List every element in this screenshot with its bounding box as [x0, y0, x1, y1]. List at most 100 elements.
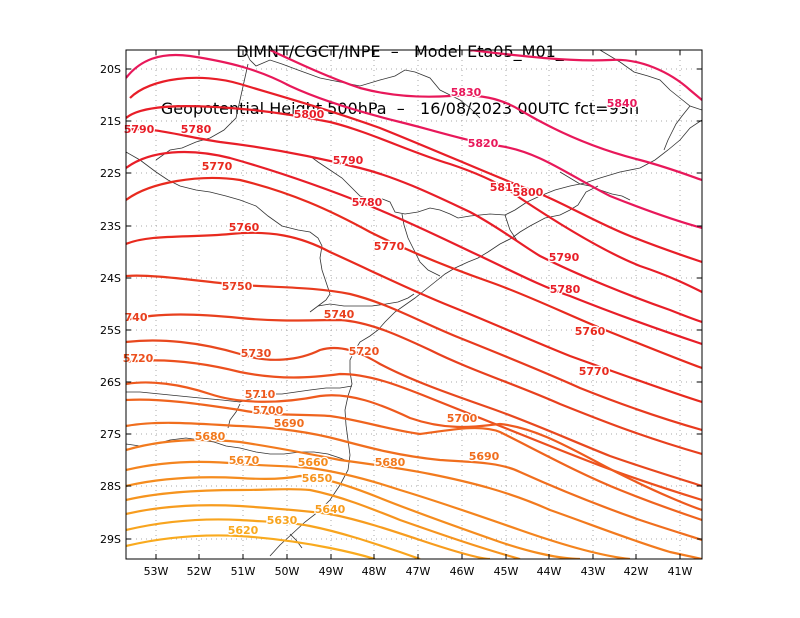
contour-5650 [126, 488, 521, 559]
contour-label-5670: 5670 [229, 454, 260, 467]
contour-5620 [126, 534, 376, 559]
contour-label-5810: 5810 [490, 181, 521, 194]
contour-5690 [126, 421, 702, 542]
contour-5790 [126, 128, 702, 324]
contour-label-5780: 5780 [550, 283, 581, 296]
contour-label-5840: 5840 [607, 97, 638, 110]
contour-label-5700: 5700 [447, 412, 478, 425]
contour-5840 [469, 50, 702, 101]
contour-5700 [126, 398, 702, 522]
lon-tick-label: 48W [362, 565, 387, 578]
state-border-8 [504, 214, 519, 243]
contour-labels: 5840583058205810580058005790579057805780… [121, 85, 638, 539]
contour-label-5770: 5770 [579, 365, 610, 378]
state-border-12 [227, 403, 241, 429]
state-border-3 [126, 151, 331, 313]
lon-tick-label: 42W [624, 565, 649, 578]
lat-tick-label: 26S [100, 376, 121, 389]
contour-label-5660: 5660 [298, 456, 329, 469]
latitude-axis: 20S 21S 22S 23S 24S 25S 26S 27S 28S 29S [100, 63, 702, 546]
contour-label-5740: 740 [125, 311, 148, 324]
lon-tick-label: 44W [537, 565, 562, 578]
contour-5710 [126, 381, 702, 512]
lon-tick-label: 43W [581, 565, 606, 578]
lat-tick-label: 24S [100, 272, 121, 285]
contour-5670 [126, 460, 631, 559]
lon-tick-label: 53W [144, 565, 169, 578]
lon-tick-label: 49W [319, 565, 344, 578]
contour-label-5700: 5700 [253, 404, 284, 417]
contour-5820 [126, 53, 702, 230]
contour-5760 [126, 231, 702, 404]
contour-label-5630: 5630 [267, 514, 298, 527]
contour-label-5680: 5680 [195, 430, 226, 443]
contour-label-5790: 5790 [333, 154, 364, 167]
contour-label-5690: 5690 [274, 417, 305, 430]
contour-label-5680: 5680 [375, 456, 406, 469]
contour-5830 [269, 50, 702, 182]
contour-label-5770: 5770 [202, 160, 233, 173]
lat-tick-label: 21S [100, 115, 121, 128]
contour-5810 [129, 76, 702, 264]
contour-label-5620: 5620 [228, 524, 259, 537]
lat-tick-label: 23S [100, 220, 121, 233]
contour-label-5770: 5770 [374, 240, 405, 253]
contour-5660 [126, 474, 581, 559]
contour-5740 [126, 313, 702, 456]
lat-tick-label: 25S [100, 324, 121, 337]
contour-label-5830: 5830 [451, 86, 482, 99]
lat-tick-label: 29S [100, 533, 121, 546]
lon-tick-label: 45W [494, 565, 519, 578]
contour-label-5780: 5780 [352, 196, 383, 209]
contour-label-5720: 5720 [123, 352, 154, 365]
contour-label-5760: 5760 [575, 325, 606, 338]
lon-tick-label: 47W [406, 565, 431, 578]
contour-5800 [126, 105, 702, 293]
contour-label-5800: 5800 [294, 108, 325, 121]
contour-label-5730: 5730 [241, 347, 272, 360]
lon-tick-label: 50W [275, 565, 300, 578]
contour-label-5740: 5740 [324, 308, 355, 321]
contour-label-5790: 5790 [124, 123, 155, 136]
state-border-7 [401, 213, 441, 277]
chart-title: DIMNT/CGCT/INPE – Model Eta05_M01_ Geopo… [0, 4, 800, 137]
contour-5770 [126, 176, 702, 370]
lon-tick-label: 52W [187, 565, 212, 578]
contour-label-5640: 5640 [315, 503, 346, 516]
contour-5720 [126, 359, 702, 502]
contour-lines [126, 50, 702, 559]
contour-5750 [126, 274, 702, 432]
contour-label-5720: 5720 [349, 345, 380, 358]
state-border-10 [663, 105, 691, 151]
lat-tick-label: 27S [100, 428, 121, 441]
lon-tick-label: 51W [231, 565, 256, 578]
contour-label-5790: 5790 [549, 251, 580, 264]
contour-5680 [126, 439, 702, 559]
contour-label-5650: 5650 [302, 472, 333, 485]
map-frame [125, 49, 703, 560]
longitude-axis: 53W 52W 51W 50W 49W 48W 47W 46W 45W 44W 43W 42W 41W [144, 50, 693, 578]
contour-label-5750: 5750 [222, 280, 253, 293]
state-border-13 [289, 533, 303, 549]
contour-label-5780: 5780 [181, 123, 212, 136]
contour-5630 [126, 518, 421, 559]
lat-tick-label: 22S [100, 167, 121, 180]
contour-5730 [126, 339, 702, 488]
contour-label-5710: 5710 [245, 388, 276, 401]
contour-label-5760: 5760 [229, 221, 260, 234]
lon-tick-label: 41W [668, 565, 693, 578]
state-border-9 [599, 50, 702, 111]
state-border-2 [155, 63, 249, 161]
contour-5640 [126, 504, 491, 559]
lon-tick-label: 46W [450, 565, 475, 578]
title-line-1: DIMNT/CGCT/INPE – Model Eta05_M01_ [236, 42, 564, 61]
title-line-2: Geopotential Height 500hPa – 16/08/2023 … [160, 99, 640, 118]
contour-label-5820: 5820 [468, 137, 499, 150]
state-border-5 [126, 385, 353, 403]
contour-5780 [126, 150, 702, 346]
lat-tick-label: 20S [100, 63, 121, 76]
state-border-4 [317, 293, 415, 307]
state-border-1 [244, 50, 481, 119]
contour-label-5800: 5800 [513, 186, 544, 199]
